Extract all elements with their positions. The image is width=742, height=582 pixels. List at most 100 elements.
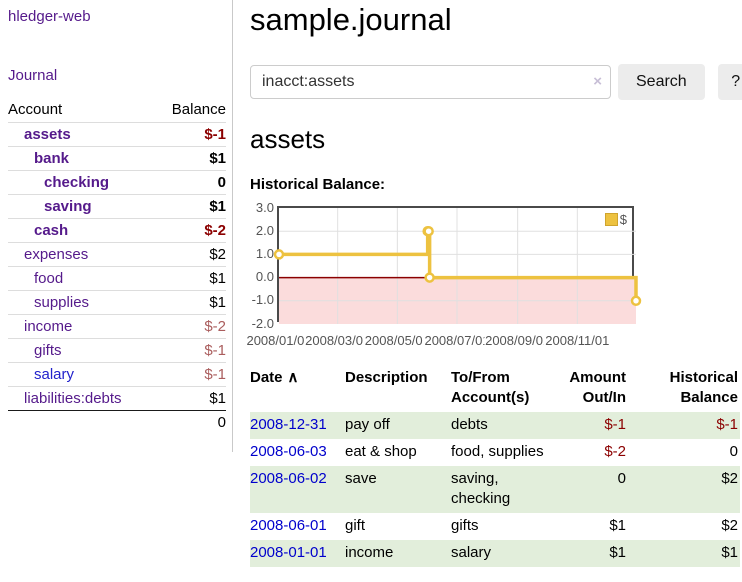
data-point bbox=[424, 271, 435, 283]
sidebar-account-balance: $-1 bbox=[155, 122, 226, 147]
y-axis-tick-label: 0.0 bbox=[255, 269, 274, 285]
page-title: sample.journal bbox=[250, 2, 452, 37]
sidebar-account-balance: $-1 bbox=[155, 362, 226, 387]
accounts-header-balance: Balance bbox=[171, 101, 226, 118]
register-balance-cell: $-1 bbox=[716, 415, 738, 433]
register-date-cell: 2008-12-31 bbox=[250, 412, 345, 439]
register-description-cell: gift bbox=[345, 516, 366, 534]
sidebar-account-balance: $1 bbox=[155, 290, 226, 315]
register-balance-cell: $1 bbox=[721, 543, 738, 561]
accounts-total-row: 0 bbox=[8, 410, 226, 434]
y-axis-tick-label: 2.0 bbox=[255, 222, 274, 238]
account-heading: assets bbox=[250, 123, 326, 154]
y-axis-tick-label: 1.0 bbox=[255, 246, 274, 262]
sidebar-account-link[interactable]: cash bbox=[34, 222, 69, 239]
accounts-total-value: 0 bbox=[155, 410, 226, 434]
data-point bbox=[423, 225, 434, 237]
register-header-amount: Amount Out/In bbox=[569, 368, 626, 406]
sidebar-account-row: checking 0 bbox=[8, 170, 226, 195]
sidebar-account-row: bank $1 bbox=[8, 146, 226, 171]
register-amount-cell: $-1 bbox=[604, 415, 626, 433]
transaction-date-link[interactable]: 2008-06-02 bbox=[250, 469, 327, 487]
x-axis-tick-label: 2008/09/01 bbox=[484, 332, 552, 348]
sidebar-account-link[interactable]: salary bbox=[34, 366, 75, 383]
sidebar-account-link[interactable]: saving bbox=[44, 198, 92, 215]
register-row: 2008-12-31 pay off debts $-1 $-1 bbox=[250, 411, 740, 439]
sidebar-account-link[interactable]: assets bbox=[24, 126, 71, 143]
register-accounts-cell: debts bbox=[451, 415, 488, 433]
sidebar-account-row: cash $-2 bbox=[8, 218, 226, 243]
sidebar: hledger-web Journal Account Balance asse… bbox=[0, 0, 233, 452]
register-description-cell: save bbox=[345, 469, 377, 487]
register-body: 2008-12-31 pay off debts $-1 $-1 2008-06-03 ea… bbox=[250, 411, 740, 567]
register-row: 2008-06-02 save saving, checking 0 $2 bbox=[250, 465, 740, 513]
register-accounts-cell: salary bbox=[451, 543, 492, 561]
y-axis-tick-label: -1.0 bbox=[251, 292, 274, 308]
register-header-accounts: To/From Account(s) bbox=[451, 368, 530, 406]
register-header-date[interactable]: Date ∧ bbox=[250, 368, 299, 386]
register-accounts-cell: gifts bbox=[451, 516, 479, 534]
sidebar-account-balance: $-1 bbox=[155, 338, 226, 363]
brand-link[interactable]: hledger-web bbox=[8, 8, 91, 25]
sidebar-account-balance: $1 bbox=[155, 146, 226, 171]
register-header-row: Date ∧ Description To/From Account(s) Amo… bbox=[250, 366, 740, 412]
sidebar-account-balance: $1 bbox=[155, 194, 226, 219]
sidebar-account-link[interactable]: income bbox=[24, 318, 73, 335]
sidebar-account-balance: $2 bbox=[155, 242, 226, 267]
legend-label: $ bbox=[619, 211, 627, 227]
sidebar-account-link[interactable]: checking bbox=[44, 174, 110, 191]
x-axis-tick-label: 2008/11/01 bbox=[544, 332, 611, 348]
transaction-date-link[interactable]: 2008-12-31 bbox=[250, 415, 327, 433]
sidebar-account-link[interactable]: liabilities:debts bbox=[24, 390, 122, 407]
register-date-cell: 2008-01-01 bbox=[250, 540, 345, 567]
search-button[interactable]: Search bbox=[618, 63, 705, 100]
transaction-date-link[interactable]: 2008-01-01 bbox=[250, 543, 327, 561]
transaction-date-link[interactable]: 2008-06-03 bbox=[250, 442, 327, 460]
sidebar-account-row: salary $-1 bbox=[8, 362, 226, 387]
sidebar-account-link[interactable]: food bbox=[34, 270, 64, 287]
search-input[interactable] bbox=[250, 64, 611, 99]
sidebar-account-link[interactable]: gifts bbox=[34, 342, 62, 359]
register-amount-cell: 0 bbox=[617, 469, 626, 487]
x-axis-tick-label: 2008/03/01 bbox=[304, 332, 372, 348]
sidebar-account-balance: $-2 bbox=[155, 314, 226, 339]
sidebar-account-balance: $1 bbox=[155, 266, 226, 291]
sidebar-account-row: food $1 bbox=[8, 266, 226, 291]
register-header-balance: Historical Balance bbox=[669, 368, 738, 406]
chart-title: Historical Balance: bbox=[250, 175, 386, 193]
help-button[interactable]: ? bbox=[717, 63, 742, 100]
register-description-cell: eat & shop bbox=[345, 442, 417, 460]
sidebar-account-row: liabilities:debts $1 bbox=[8, 386, 226, 411]
register-amount-cell: $1 bbox=[609, 543, 626, 561]
accounts-body: assets $-1 bank $1 checking 0 saving $1 cash $-2 e… bbox=[8, 122, 226, 411]
y-axis-tick-label: 3.0 bbox=[255, 199, 274, 215]
sidebar-item-journal[interactable]: Journal bbox=[8, 67, 58, 84]
register-amount-cell: $1 bbox=[609, 516, 626, 534]
y-axis-tick-label: -2.0 bbox=[251, 315, 274, 331]
accounts-table: Account Balance assets $-1 bank $1 checking 0… bbox=[8, 98, 226, 434]
sidebar-account-link[interactable]: expenses bbox=[24, 246, 89, 263]
register-row: 2008-01-01 income salary $1 $1 bbox=[250, 539, 740, 567]
register-date-cell: 2008-06-01 bbox=[250, 513, 345, 540]
sidebar-account-link[interactable]: supplies bbox=[34, 294, 90, 311]
accounts-header-row: Account Balance bbox=[8, 98, 226, 123]
main-content: sample.journal × Search ? assets Histori… bbox=[233, 0, 742, 567]
transaction-date-link[interactable]: 2008-06-01 bbox=[250, 516, 327, 534]
sidebar-account-row: saving $1 bbox=[8, 194, 226, 219]
register-accounts-cell: saving, checking bbox=[451, 469, 511, 507]
sidebar-account-row: gifts $-1 bbox=[8, 338, 226, 363]
register-table: Date ∧ Description To/From Account(s) Amo… bbox=[250, 366, 740, 567]
register-header-description: Description bbox=[345, 368, 428, 386]
chart-legend: $ bbox=[602, 210, 629, 228]
sidebar-account-row: expenses $2 bbox=[8, 242, 226, 267]
x-axis-tick-label: 2008/07/01 bbox=[423, 332, 491, 348]
balance-chart: $ 3.0 2.0 1.0 0.0 -1.0 -2.0 2008/01/01 2008/03/… bbox=[245, 200, 670, 348]
chart-plot-area: $ bbox=[273, 205, 642, 324]
search-row: × Search ? bbox=[250, 63, 742, 100]
app-layout: hledger-web Journal Account Balance asse… bbox=[0, 0, 742, 567]
register-balance-cell: 0 bbox=[729, 442, 738, 460]
sidebar-account-link[interactable]: bank bbox=[34, 150, 70, 167]
chart-canvas bbox=[273, 207, 642, 324]
register-description-cell: pay off bbox=[345, 415, 390, 433]
clear-search-icon[interactable]: × bbox=[593, 72, 602, 90]
